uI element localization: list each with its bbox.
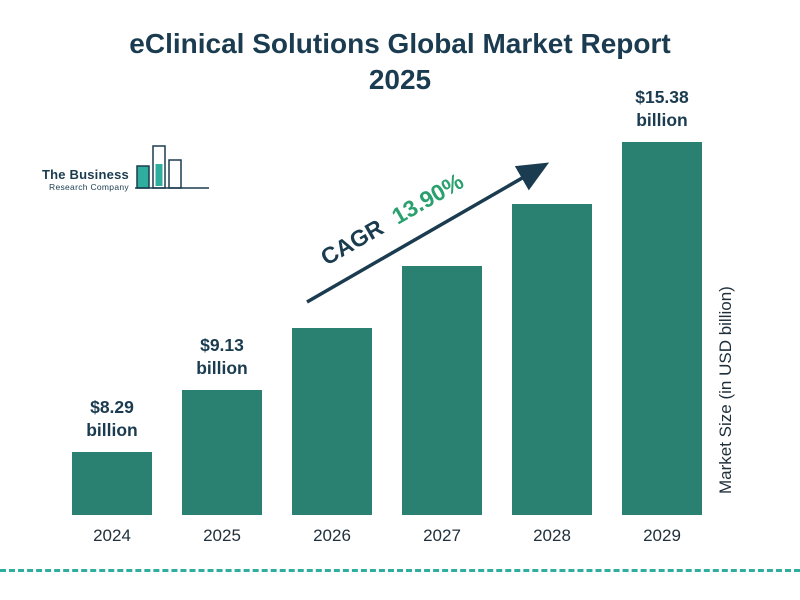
- x-axis-tick-label: 2026: [313, 526, 351, 545]
- bar: [292, 328, 372, 515]
- bar-column: $15.38 billion 2029: [622, 75, 702, 547]
- bar-value-label: $15.38 billion: [635, 86, 689, 131]
- bar-value-label: $9.13 billion: [196, 334, 248, 379]
- bar: [402, 266, 482, 515]
- bar: [622, 142, 702, 515]
- bottom-dashed-line: [0, 569, 800, 572]
- bar-column: 2026: [292, 75, 372, 547]
- page-title-line2: 2025: [368, 64, 432, 96]
- logo-bar-chart-icon: [134, 145, 209, 189]
- x-axis-tick-label: 2027: [423, 526, 461, 545]
- logo-text-line2: Research Company: [49, 182, 129, 192]
- y-axis-label: Market Size (in USD billion): [716, 286, 735, 494]
- bar-column: $8.29 billion 2024: [72, 75, 152, 547]
- logo-text-line1: The Business: [42, 167, 129, 182]
- bar-chart: $8.29 billion 2024 $9.13 billion 2025 2026 2027…: [72, 75, 702, 547]
- bar: [512, 204, 592, 515]
- bar: [72, 452, 152, 515]
- bar-column: 2027: [402, 75, 482, 547]
- company-logo: The Business Research Company: [42, 140, 210, 198]
- page-title-line1: eClinical Solutions Global Market Report: [129, 28, 671, 59]
- logo-text: The Business Research Company: [42, 167, 129, 198]
- x-axis-tick-label: 2029: [643, 526, 681, 545]
- bar-value-label: $8.29 billion: [86, 396, 138, 441]
- bar: [182, 390, 262, 515]
- bar-column: $9.13 billion 2025: [182, 75, 262, 547]
- x-axis-tick-label: 2028: [533, 526, 571, 545]
- bar-column: 2028: [512, 75, 592, 547]
- x-axis-tick-label: 2024: [93, 526, 131, 545]
- x-axis-tick-label: 2025: [203, 526, 241, 545]
- page-title: eClinical Solutions Global Market Report…: [40, 26, 760, 99]
